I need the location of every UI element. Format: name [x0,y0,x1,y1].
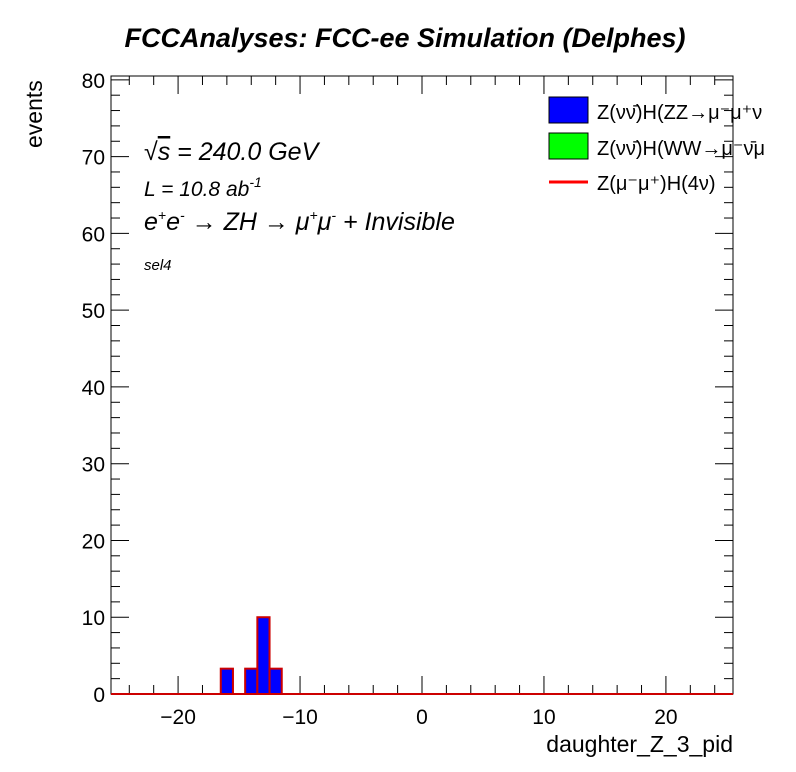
histogram-bar [268,667,283,695]
luminosity-value: L = 10.8 ab [144,178,250,201]
x-tick-label: −10 [282,706,318,729]
process-e1: e [144,208,158,236]
x-tick-label: 0 [416,706,428,729]
process-mu1-sup: + [309,207,317,223]
x-axis-label: daughter_Z_3_pid [546,731,733,757]
process-e2: e [166,208,180,236]
chart-title: FCCAnalyses: FCC-ee Simulation (Delphes) [124,23,685,53]
y-tick-label: 40 [82,377,105,400]
y-tick-label: 20 [82,530,105,553]
y-axis-label: events [21,80,47,148]
legend-label-zz: Z(νν̄)H(ZZ→μ⁻μ⁺ν [597,102,762,124]
x-tick-label: 10 [532,706,555,729]
process-tail: + Invisible [336,208,455,236]
histogram-bar [244,667,259,695]
y-tick-label: 10 [82,607,105,630]
x-tick-label: 20 [654,706,677,729]
legend-swatch-ww [548,132,589,160]
legend-swatch-zz [548,96,589,124]
process-annotation: e+e- → ZH → μ+μ- + Invisible [144,207,455,236]
plot-frame [110,75,734,695]
sqrt-symbol: √ [144,138,158,166]
process-mu2-sup: - [331,207,336,223]
luminosity-annotation: L = 10.8 ab-1 [144,174,262,201]
x-tick-label: −20 [160,706,196,729]
histogram-bars [219,616,283,695]
annotations: √s = 240.0 GeV L = 10.8 ab-1 e+e- → ZH →… [144,138,455,274]
process-e1-sup: + [158,207,166,223]
y-tick-label: 70 [82,147,105,170]
selection-label: sel4 [144,257,172,274]
process-mu1: μ [295,208,310,236]
legend-label-4nu: Z(μ⁻μ⁺)H(4ν) [597,173,716,195]
process-e2-sup: - [180,207,185,223]
axis-tick-labels: −20 −10 0 10 20 0 10 20 30 40 50 60 70 80 [82,70,678,729]
y-tick-label: 50 [82,300,105,323]
y-tick-label: 60 [82,223,105,246]
energy-value: = 240.0 GeV [170,138,320,166]
luminosity-exponent: -1 [249,174,261,190]
legend: Z(νν̄)H(ZZ→μ⁻μ⁺ν Z(νν̄)H(WW→μ⁻ν̄μ Z(μ⁻μ⁺… [548,96,765,195]
y-tick-label: 80 [82,70,105,93]
sqrt-variable: s [158,138,171,166]
legend-label-ww: Z(νν̄)H(WW→μ⁻ν̄μ [597,138,765,160]
process-mu2: μ [317,208,332,236]
histogram-bar [219,667,234,695]
energy-annotation: √s = 240.0 GeV [144,138,321,166]
y-tick-label: 0 [93,684,105,707]
y-tick-label: 30 [82,454,105,477]
axis-ticks [111,76,733,695]
histogram-bar [256,616,271,695]
process-arrow: → ZH → [185,208,296,236]
